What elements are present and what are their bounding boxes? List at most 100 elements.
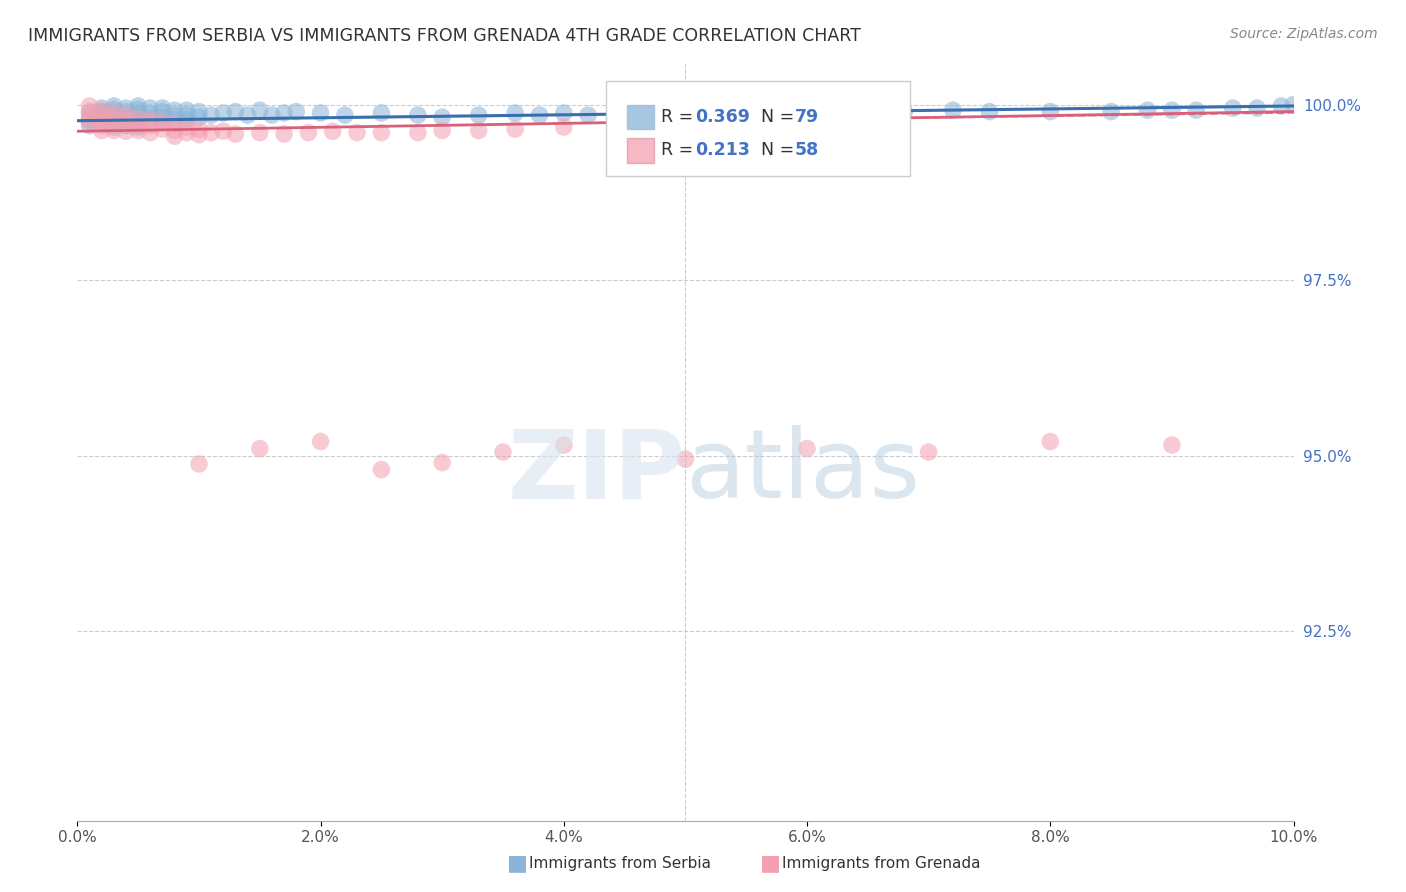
Point [127,115,149,129]
Point [139,113,162,128]
Point [699,104,721,119]
Point [103,110,125,124]
Point [103,99,125,113]
Point [90,123,112,137]
Point [90,104,112,119]
Point [90,101,112,115]
Point [1246,101,1268,115]
Point [163,113,186,128]
Point [127,99,149,113]
Point [103,120,125,134]
Point [115,101,138,115]
Point [115,113,138,128]
Point [856,106,879,120]
Point [553,438,575,452]
Point [979,104,1001,119]
Point [249,126,271,140]
Point [1039,434,1062,449]
Text: IMMIGRANTS FROM SERBIA VS IMMIGRANTS FROM GRENADA 4TH GRADE CORRELATION CHART: IMMIGRANTS FROM SERBIA VS IMMIGRANTS FRO… [28,27,860,45]
Point [212,106,235,120]
Point [139,119,162,133]
Point [115,119,138,133]
Point [176,120,198,134]
Text: 0.369: 0.369 [695,108,749,126]
Point [127,112,149,126]
Point [90,119,112,133]
Point [139,101,162,115]
Point [163,123,186,137]
Text: R =: R = [661,142,699,160]
Point [333,108,356,122]
Point [430,110,453,124]
Text: 79: 79 [794,108,820,126]
Point [638,106,661,120]
Point [152,122,174,136]
Point [79,106,101,120]
Point [79,115,101,129]
Point [309,106,332,120]
Point [163,117,186,131]
Text: Immigrants from Serbia: Immigrants from Serbia [529,856,710,871]
Point [152,115,174,129]
Point [127,106,149,120]
Point [152,110,174,124]
Point [675,452,697,467]
Point [103,123,125,137]
Point [273,127,295,141]
Point [200,108,222,122]
Point [90,112,112,126]
Point [163,129,186,144]
Text: N =: N = [761,108,800,126]
Point [1136,103,1159,118]
Point [103,112,125,126]
Point [553,120,575,134]
Point [127,120,149,134]
Point [370,462,392,476]
Point [90,113,112,128]
Point [1161,103,1184,118]
Point [127,110,149,124]
Point [115,108,138,122]
Point [430,123,453,137]
Point [127,123,149,137]
Point [553,106,575,120]
Point [163,103,186,118]
Point [152,104,174,119]
Point [224,104,246,119]
Point [163,108,186,122]
Point [103,106,125,120]
Point [139,106,162,120]
Point [430,456,453,470]
Point [735,106,758,120]
Point [79,119,101,133]
Point [309,434,332,449]
Point [370,126,392,140]
Point [1282,97,1305,112]
Point [224,127,246,141]
Point [115,119,138,133]
Point [406,126,429,140]
Point [249,442,271,456]
Text: R =: R = [661,108,699,126]
Point [1270,99,1292,113]
Point [176,108,198,122]
Point [103,106,125,120]
Point [90,115,112,129]
Point [188,128,211,142]
Point [176,103,198,118]
Point [188,122,211,136]
Point [1161,438,1184,452]
Point [152,115,174,129]
Point [918,445,941,459]
Point [503,122,526,136]
Point [273,106,295,120]
Point [115,113,138,128]
Text: 58: 58 [794,142,820,160]
Point [406,108,429,122]
Point [90,103,112,118]
Text: 0.213: 0.213 [695,142,749,160]
Text: Immigrants from Grenada: Immigrants from Grenada [782,856,980,871]
Text: atlas: atlas [686,425,921,518]
Point [115,104,138,119]
Point [115,124,138,138]
